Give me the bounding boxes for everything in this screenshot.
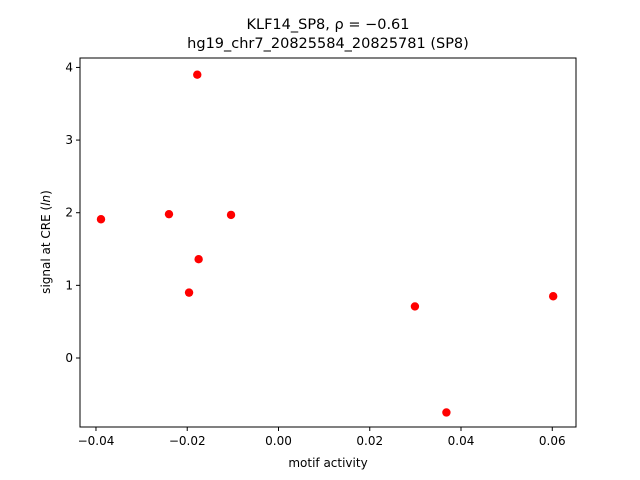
- y-tick-label-3: 3: [65, 133, 73, 147]
- data-point-3: [194, 255, 203, 264]
- data-point-2: [193, 70, 202, 79]
- data-point-4: [184, 288, 194, 297]
- y-axis-label-unit: ln: [39, 195, 53, 206]
- x-axis-label: motif activity: [288, 456, 367, 470]
- data-point-1: [164, 209, 174, 219]
- x-tick-label-2: 0.00: [265, 434, 292, 448]
- y-tick-label-1: 1: [65, 278, 73, 292]
- x-tick-label-1: −0.02: [169, 434, 206, 448]
- y-tick-label-2: 2: [65, 206, 73, 220]
- y-axis-label-close: ): [39, 190, 53, 195]
- data-point-8: [548, 292, 558, 301]
- y-tick-label-4: 4: [65, 60, 73, 74]
- y-axis-label-main: signal at CRE (: [39, 206, 53, 294]
- plot-area: −0.04 −0.02 0.00 0.02 0.04 0.06 0 1 2 3 4: [65, 57, 577, 448]
- y-tick-label-0: 0: [65, 351, 73, 365]
- x-tick-label-0: −0.04: [78, 434, 115, 448]
- x-tick-label-5: 0.06: [539, 434, 566, 448]
- chart-title-line1: KLF14_SP8, ρ = −0.61: [246, 17, 409, 33]
- x-tick-label-3: 0.02: [356, 434, 383, 448]
- data-point-5: [226, 210, 236, 220]
- data-point-0: [96, 215, 106, 224]
- data-point-6: [410, 302, 420, 311]
- x-axis-ticks: −0.04 −0.02 0.00 0.02 0.04 0.06: [78, 427, 566, 448]
- y-axis-ticks: 0 1 2 3 4: [65, 60, 80, 365]
- chart-title-line2: hg19_chr7_20825584_20825781 (SP8): [187, 36, 469, 52]
- x-tick-label-4: 0.04: [448, 434, 475, 448]
- data-point-7: [442, 408, 451, 417]
- y-axis-label: signal at CRE (ln): [39, 190, 53, 294]
- data-points: [96, 70, 558, 417]
- axes-frame: [79, 57, 577, 428]
